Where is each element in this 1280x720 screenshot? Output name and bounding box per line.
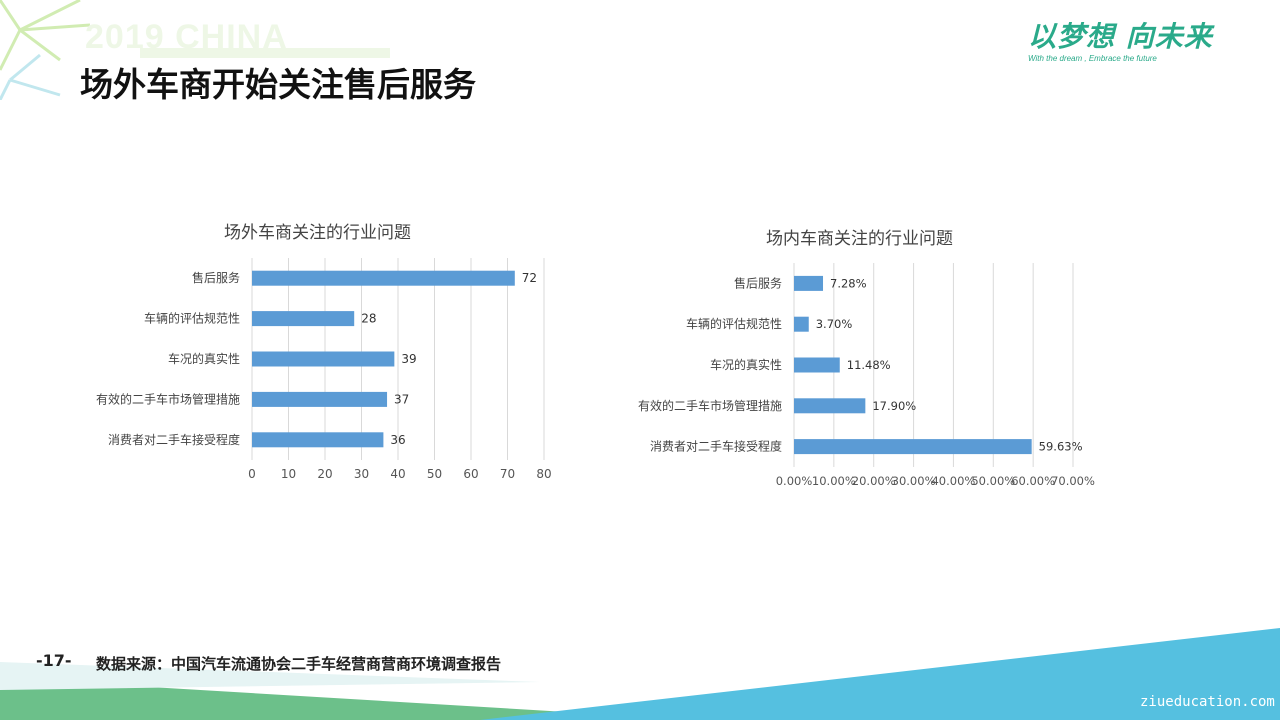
category-label: 售后服务: [734, 275, 782, 290]
x-tick-label: 10: [281, 467, 296, 481]
bar: [794, 316, 809, 332]
page-number: -17-: [36, 651, 72, 670]
data-label: 3.70%: [816, 317, 853, 331]
category-label: 车况的真实性: [710, 357, 782, 372]
data-label: 72: [522, 271, 537, 285]
x-tick-label: 0: [248, 467, 256, 481]
x-tick-label: 60: [463, 467, 478, 481]
data-label: 36: [390, 433, 405, 447]
chart-left: 0 10 20 30 40 50 60 70 80 72 售后服务 28 车辆的评估规范性 39 车况的真实…: [96, 258, 552, 481]
bar: [252, 351, 395, 367]
bar: [794, 275, 824, 291]
x-tick-label: 30: [354, 467, 369, 481]
x-tick-label: 20.00%: [852, 474, 896, 488]
bar: [794, 398, 866, 414]
category-label: 有效的二手车市场管理措施: [638, 398, 782, 413]
x-tick-label: 70: [500, 467, 515, 481]
data-label: 17.90%: [872, 399, 916, 413]
category-label: 车况的真实性: [168, 351, 240, 366]
data-label: 39: [401, 352, 416, 366]
category-label: 售后服务: [192, 270, 240, 285]
data-label: 37: [394, 392, 409, 406]
x-tick-label: 40: [390, 467, 405, 481]
x-tick-label: 20: [317, 467, 332, 481]
logo-sub-text: With the dream , Embrace the future: [1028, 54, 1157, 63]
data-label: 7.28%: [830, 276, 867, 290]
bar: [794, 357, 840, 373]
x-tick-label: 60.00%: [1011, 474, 1055, 488]
bar: [252, 432, 384, 448]
bar: [252, 311, 355, 327]
chart-right-title: 场内车商关注的行业问题: [766, 229, 953, 249]
page-title: 场外车商开始关注售后服务: [80, 65, 476, 104]
chart-right: 0.00% 10.00%20.00%30.00%40.00%50.00%60.00…: [638, 263, 1095, 488]
category-label: 消费者对二手车接受程度: [108, 432, 240, 447]
x-tick-label: 0.00%: [776, 474, 813, 488]
corner-decoration: [0, 0, 390, 100]
bar: [252, 270, 515, 286]
x-tick-label: 30.00%: [892, 474, 936, 488]
data-label: 11.48%: [847, 358, 891, 372]
bar: [794, 439, 1032, 455]
data-label: 59.63%: [1039, 440, 1083, 454]
data-source: 数据来源：中国汽车流通协会二手车经营商营商环境调查报告: [96, 655, 502, 673]
data-label: 28: [361, 312, 376, 326]
category-label: 有效的二手车市场管理措施: [96, 391, 240, 406]
x-tick-label: 40.00%: [931, 474, 975, 488]
category-label: 车辆的评估规范性: [144, 311, 240, 326]
category-label: 车辆的评估规范性: [686, 316, 782, 331]
category-label: 消费者对二手车接受程度: [650, 439, 782, 454]
x-tick-label: 70.00%: [1051, 474, 1095, 488]
x-tick-label: 10.00%: [812, 474, 856, 488]
chart-left-title: 场外车商关注的行业问题: [224, 223, 411, 243]
x-tick-label: 50.00%: [971, 474, 1015, 488]
brand-logo: 以梦想 向未来 With the dream , Embrace the fut…: [1028, 20, 1248, 70]
slide-watermark: 2019 CHINA: [85, 18, 288, 56]
logo-main-text: 以梦想 向未来: [1028, 20, 1213, 53]
bar: [252, 391, 388, 407]
x-tick-label: 80: [536, 467, 551, 481]
x-tick-label: 50: [427, 467, 442, 481]
bottom-decoration: [0, 628, 1280, 720]
site-url: ziueducation.com: [1140, 694, 1275, 710]
